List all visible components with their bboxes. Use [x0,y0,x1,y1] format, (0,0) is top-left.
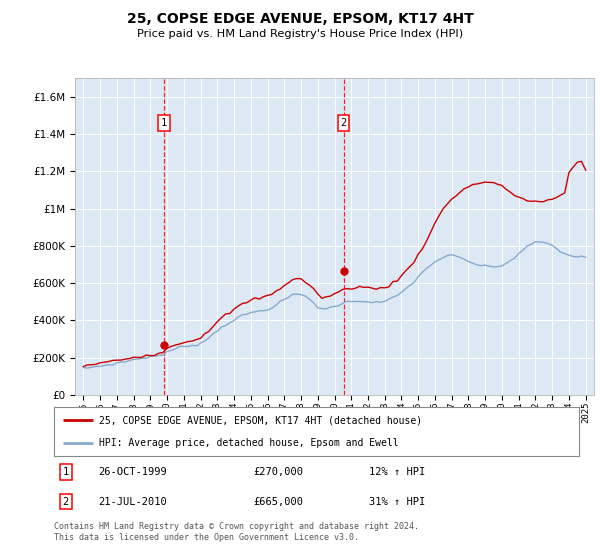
Text: 25, COPSE EDGE AVENUE, EPSOM, KT17 4HT: 25, COPSE EDGE AVENUE, EPSOM, KT17 4HT [127,12,473,26]
Text: This data is licensed under the Open Government Licence v3.0.: This data is licensed under the Open Gov… [54,533,359,542]
Text: 2: 2 [341,118,347,128]
Text: 1: 1 [62,467,68,477]
Text: £665,000: £665,000 [254,497,304,507]
Text: 1: 1 [161,118,167,128]
Text: 25, COPSE EDGE AVENUE, EPSOM, KT17 4HT (detached house): 25, COPSE EDGE AVENUE, EPSOM, KT17 4HT (… [98,416,422,426]
Text: £270,000: £270,000 [254,467,304,477]
Text: 26-OCT-1999: 26-OCT-1999 [98,467,167,477]
Text: 31% ↑ HPI: 31% ↑ HPI [369,497,425,507]
Text: 2: 2 [62,497,68,507]
Text: 12% ↑ HPI: 12% ↑ HPI [369,467,425,477]
Text: Contains HM Land Registry data © Crown copyright and database right 2024.: Contains HM Land Registry data © Crown c… [54,522,419,531]
Text: Price paid vs. HM Land Registry's House Price Index (HPI): Price paid vs. HM Land Registry's House … [137,29,463,39]
Text: 21-JUL-2010: 21-JUL-2010 [98,497,167,507]
Text: HPI: Average price, detached house, Epsom and Ewell: HPI: Average price, detached house, Epso… [98,438,398,448]
